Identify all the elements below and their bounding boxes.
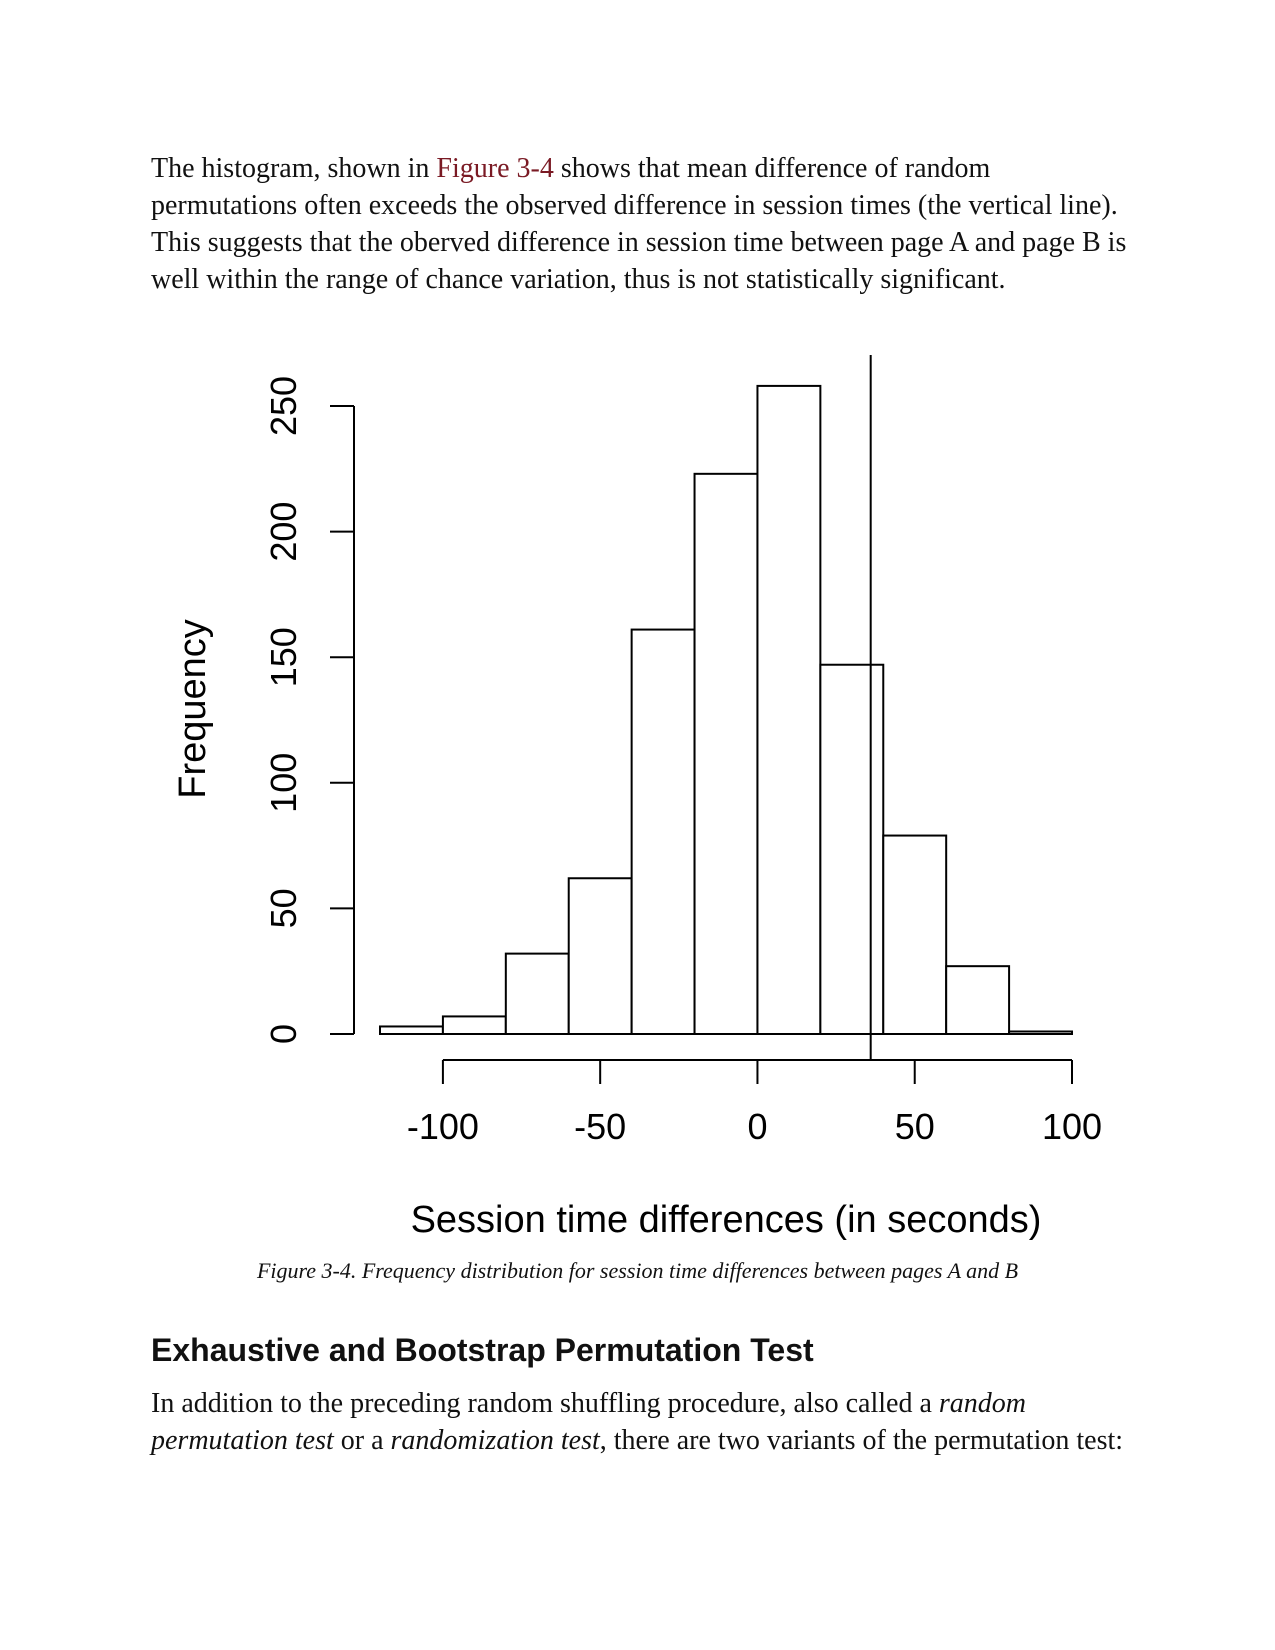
histogram-bar [882, 834, 948, 1035]
figure-link[interactable]: Figure 3-4 [436, 153, 554, 184]
intro-text-suffix: shows that mean difference of random per… [151, 153, 1127, 295]
x-tick-label: -100 [407, 1106, 479, 1147]
y-tick-label: 100 [263, 753, 304, 813]
y-axis-label: Frequency [172, 619, 214, 799]
x-axis-label: Session time differences (in seconds) [411, 1199, 1042, 1241]
x-tick-label: 0 [747, 1106, 767, 1147]
body-text-2: or a [333, 1425, 391, 1456]
histogram-bar [945, 965, 1011, 1036]
y-tick-label: 50 [263, 888, 304, 928]
term-randomization-test: randomization test [390, 1425, 600, 1456]
histogram-bar [567, 877, 633, 1035]
figure-caption: Figure 3-4. Frequency distribution for s… [256, 1258, 1019, 1283]
histogram-bar [504, 952, 570, 1036]
x-axis: -100 -50 0 50 100 [407, 1059, 1102, 1147]
x-tick-label: -50 [574, 1106, 626, 1147]
section-heading: Exhaustive and Bootstrap Permutation Tes… [151, 1332, 814, 1368]
y-axis: 0 50 100 150 200 250 [263, 376, 355, 1044]
y-tick-label: 0 [263, 1024, 304, 1044]
body-text-3: , there are two variants of the permutat… [599, 1425, 1124, 1456]
histogram-bar [756, 384, 822, 1036]
body-paragraph: In addition to the preceding random shuf… [151, 1385, 1141, 1459]
x-tick-label: 100 [1042, 1106, 1102, 1147]
histogram-bar [693, 472, 759, 1036]
intro-text-prefix: The histogram, shown in [151, 153, 437, 184]
term-random-permutation-test: random permutation test [151, 1388, 1027, 1456]
y-tick-label: 150 [263, 627, 304, 687]
histogram-bar [441, 1015, 507, 1036]
histogram-bar [630, 628, 696, 1035]
intro-paragraph: The histogram, shown in Figure 3-4 shows… [151, 150, 1141, 298]
x-tick-label: 50 [895, 1106, 935, 1147]
histogram-bars [379, 384, 1073, 1036]
histogram-bar [819, 663, 885, 1035]
y-tick-label: 200 [263, 502, 304, 562]
histogram-bar [1008, 1030, 1073, 1035]
histogram-bar [379, 1025, 444, 1035]
body-text-1: In addition to the preceding random shuf… [151, 1388, 939, 1419]
y-tick-label: 250 [263, 376, 304, 436]
